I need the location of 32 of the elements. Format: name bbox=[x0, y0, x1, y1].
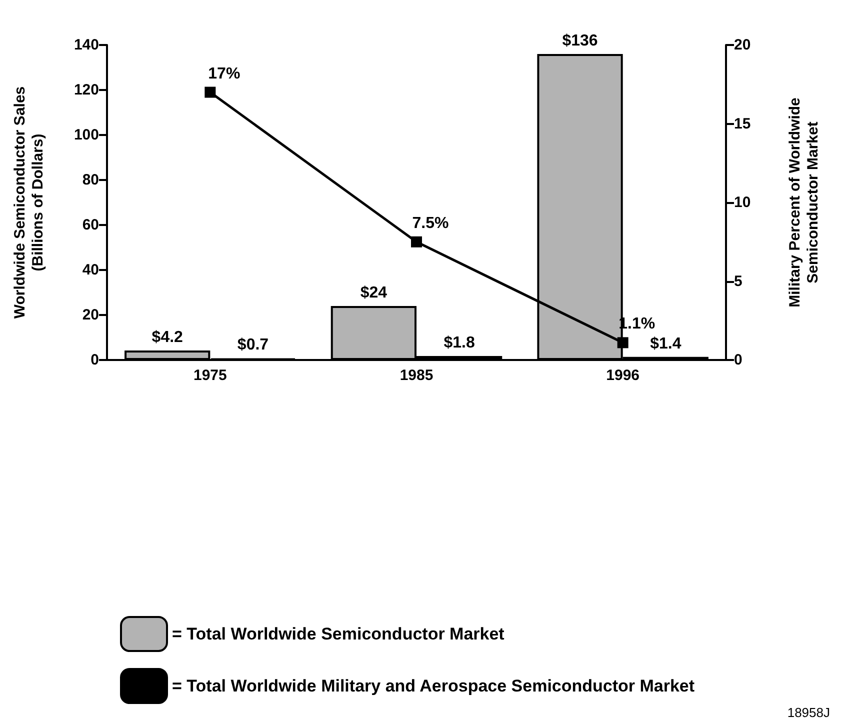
data-label: 7.5% bbox=[412, 214, 449, 232]
data-label: $0.7 bbox=[237, 336, 269, 354]
point bbox=[617, 337, 628, 348]
data-label: $24 bbox=[360, 284, 388, 302]
y2-tick-label: 0 bbox=[734, 352, 742, 368]
y-axis-title: Worldwide Semiconductor Sales (Billions of Dollars) bbox=[12, 86, 46, 319]
x-tick-label: 1985 bbox=[400, 367, 434, 384]
y-tick-label: 120 bbox=[74, 82, 99, 98]
y-tick-label: 80 bbox=[82, 172, 99, 188]
data-label: $1.4 bbox=[650, 335, 682, 352]
y-tick-label: 0 bbox=[90, 352, 99, 368]
legend-label: = Total Worldwide Semiconductor Market bbox=[172, 624, 505, 644]
data-label: $1.8 bbox=[444, 334, 475, 352]
y-tick-label: 20 bbox=[82, 306, 99, 324]
y2-tick-label: 20 bbox=[734, 36, 751, 54]
y-tick-label: 100 bbox=[74, 126, 99, 144]
y2-axis-title: Military Percent of Worldwide Semiconductor Market bbox=[786, 98, 822, 308]
y-tick-label: 40 bbox=[82, 262, 99, 278]
x-tick-label: 1975 bbox=[193, 367, 227, 384]
y-tick-label: 140 bbox=[74, 36, 99, 54]
data-label: $4.2 bbox=[152, 329, 184, 346]
point bbox=[204, 86, 216, 98]
y2-tick-label: 10 bbox=[734, 194, 751, 211]
x-tick-label: 1996 bbox=[606, 367, 640, 384]
data-label: 17% bbox=[208, 65, 240, 82]
point bbox=[411, 236, 422, 248]
legend-label: = Total Worldwide Military and Aerospace Semiconductor Market bbox=[172, 676, 695, 696]
y-tick-label: 60 bbox=[82, 216, 99, 234]
text: 18958J bbox=[787, 705, 830, 720]
y2-tick-label: 5 bbox=[734, 272, 742, 290]
y2-tick-label: 15 bbox=[734, 115, 751, 132]
data-label: $136 bbox=[562, 32, 598, 50]
